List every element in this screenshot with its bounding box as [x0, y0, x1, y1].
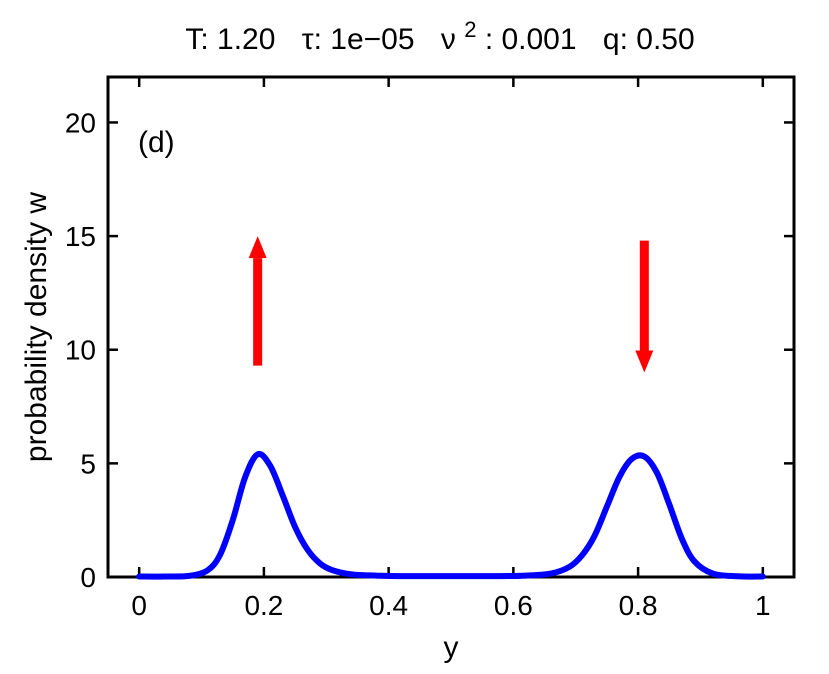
arrow-up [248, 236, 267, 366]
arrows-group [248, 236, 654, 373]
y-tick-labels: 0 5 10 15 20 [65, 107, 96, 593]
x-tick-label: 0.4 [369, 590, 408, 621]
y-tick-label: 0 [80, 562, 96, 593]
x-tick-label: 0.6 [494, 590, 533, 621]
x-tick-label: 0.2 [244, 590, 283, 621]
x-tick-labels: 0 0.2 0.4 0.6 0.8 1 [131, 590, 770, 621]
title-tau: τ: 1e−05 [302, 23, 415, 56]
density-curve [136, 451, 766, 580]
y-tick-label: 20 [65, 107, 96, 138]
y-axis-label: probability density w [20, 192, 53, 462]
title-nu-value: : 0.001 [485, 23, 577, 56]
title-q: q: 0.50 [603, 23, 695, 56]
x-axis-label: y [444, 631, 459, 664]
title-nu: ν [441, 23, 456, 56]
chart-title: T: 1.20 τ: 1e−05 ν 2 : 0.001 q: 0.50 [185, 11, 694, 56]
arrow-down [635, 240, 654, 373]
x-tick-label: 1 [755, 590, 771, 621]
arrow-head [635, 350, 654, 373]
y-tick-label: 5 [80, 448, 96, 479]
arrow-head [248, 236, 267, 259]
x-tick-label: 0 [131, 590, 147, 621]
panel-label: (d) [138, 126, 175, 159]
y-tick-label: 15 [65, 221, 96, 252]
x-tick-label: 0.8 [619, 590, 658, 621]
y-tick-label: 10 [65, 335, 96, 366]
title-temperature: T: 1.20 [185, 23, 275, 56]
ticks-group [108, 77, 794, 579]
plot-frame [106, 75, 796, 579]
title-nu-exponent: 2 [464, 17, 476, 42]
